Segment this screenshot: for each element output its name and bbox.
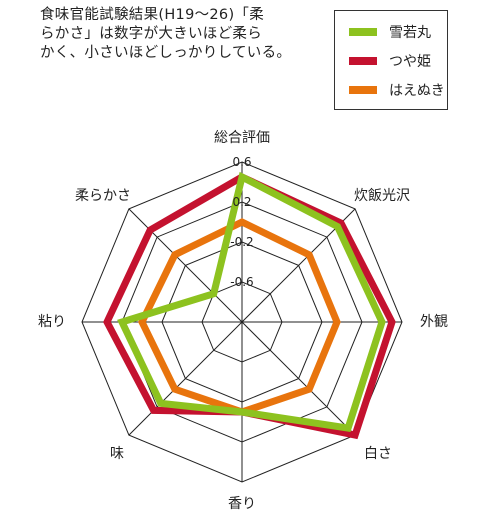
legend-label-yukiwakamaru: 雪若丸	[389, 24, 431, 41]
tick-label-1: 0.6	[232, 155, 251, 169]
series-line-haenuki	[138, 218, 341, 416]
spoke-shirosa	[241, 321, 356, 436]
chart-legend: 雪若丸 つや姫 はえぬき	[334, 10, 448, 110]
tick-label-4: -0.6	[230, 275, 253, 289]
axis-label-nebari: 粘り	[38, 314, 66, 330]
legend-item-yukiwakamaru: 雪若丸	[349, 17, 447, 46]
note-line-1: 食味官能試験結果(H19～26)「柔	[40, 7, 265, 23]
note-line-3: かく、小さいほどしっかりしている。	[40, 45, 292, 61]
legend-swatch-haenuki	[349, 85, 377, 94]
chart-note: 食味官能試験結果(H19～26)「柔 らかさ」は数字が大きいほど柔ら かく、小さ…	[40, 6, 335, 63]
note-line-2: らかさ」は数字が大きいほど柔ら	[40, 26, 262, 42]
tick-label-3: -0.2	[230, 235, 253, 249]
series-line-yukiwakamaru	[117, 171, 386, 433]
legend-swatch-yukiwakamaru	[349, 27, 377, 36]
axis-label-gaikan: 外観	[420, 313, 448, 330]
axis-label-shirosa: 白さ	[364, 446, 392, 462]
spoke-aji	[128, 321, 243, 436]
legend-item-tsuyahime: つや姫	[349, 46, 447, 75]
axis-label-suihan-kotaku: 炊飯光沢	[354, 187, 410, 204]
axis-label-kaori: 香り	[228, 496, 256, 512]
tick-label-2: 0.2	[232, 195, 251, 209]
axis-label-sogo-hyoka: 総合評価	[214, 130, 270, 146]
axis-label-aji: 味	[110, 446, 124, 462]
legend-swatch-tsuyahime	[349, 56, 377, 65]
legend-label-tsuyahime: つや姫	[389, 53, 431, 70]
legend-item-haenuki: はえぬき	[349, 75, 447, 104]
axis-label-yawarakasa: 柔らかさ	[75, 188, 131, 204]
legend-label-haenuki: はえぬき	[389, 82, 445, 99]
